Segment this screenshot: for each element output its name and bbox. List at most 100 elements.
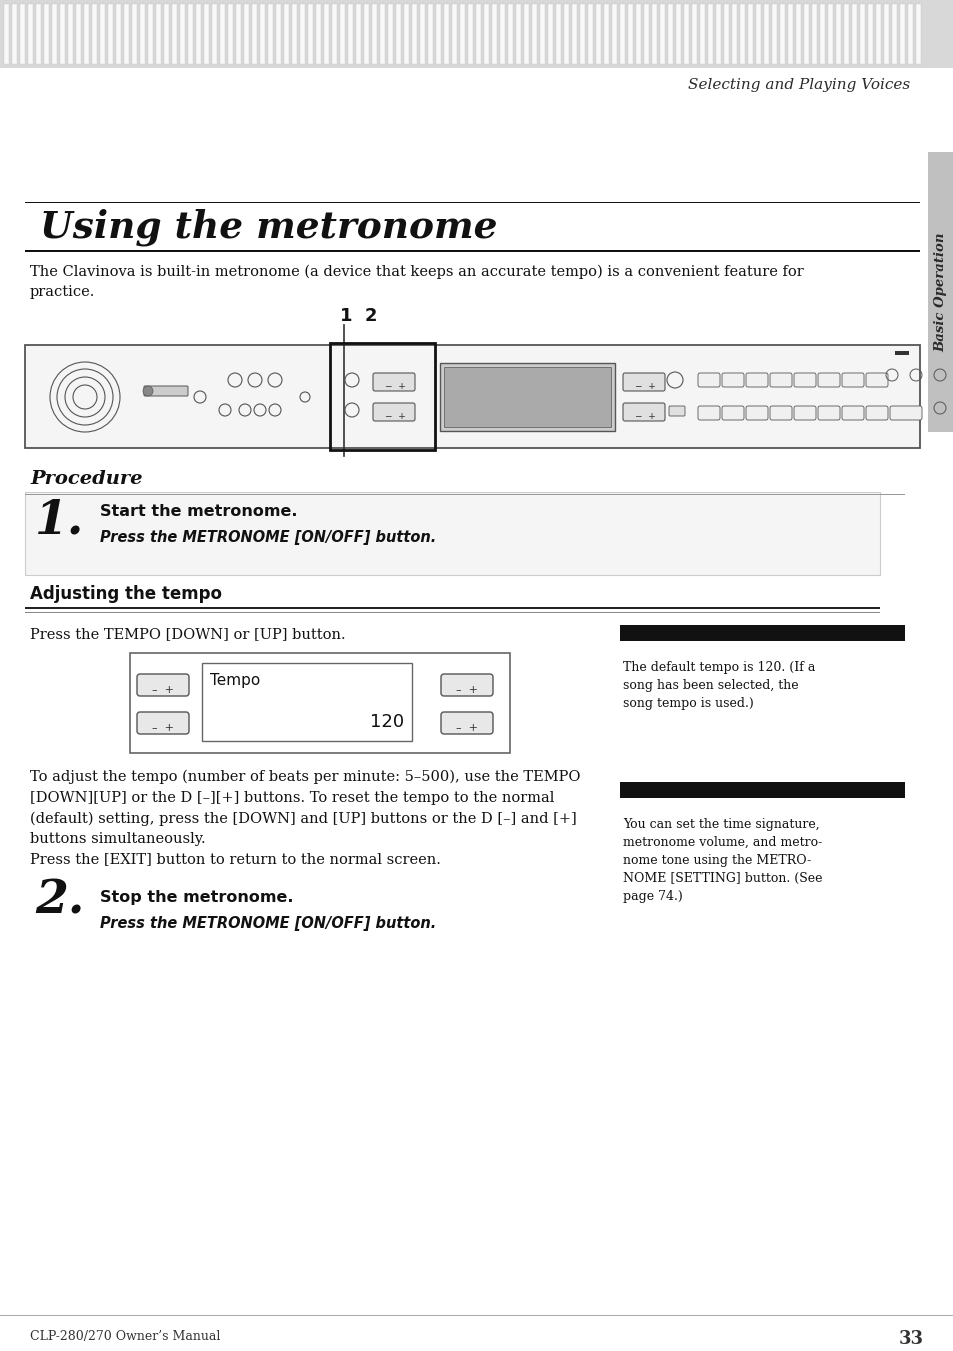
Bar [820, 4, 824, 63]
Text: Press the METRONOME [ON/OFF] button.: Press the METRONOME [ON/OFF] button. [100, 530, 436, 544]
Bar [707, 4, 712, 63]
Bar [894, 351, 908, 355]
Bar [36, 4, 41, 63]
Bar [787, 4, 792, 63]
Text: Press the METRONOME [ON/OFF] button.: Press the METRONOME [ON/OFF] button. [100, 916, 436, 931]
Bar [899, 4, 904, 63]
FancyBboxPatch shape [745, 407, 767, 420]
FancyBboxPatch shape [769, 373, 791, 386]
FancyBboxPatch shape [144, 386, 188, 396]
Bar [268, 4, 273, 63]
FancyBboxPatch shape [745, 373, 767, 386]
FancyBboxPatch shape [841, 373, 863, 386]
Bar [755, 4, 760, 63]
Bar [443, 367, 610, 427]
Text: –  +: – + [152, 723, 173, 734]
Bar [700, 4, 704, 63]
FancyBboxPatch shape [698, 407, 720, 420]
Bar [452, 4, 456, 63]
Bar [195, 4, 201, 63]
Bar [907, 4, 912, 63]
Text: Selecting and Playing Voices: Selecting and Playing Voices [687, 78, 909, 92]
FancyBboxPatch shape [440, 674, 493, 696]
Bar [0, 0, 953, 68]
Bar [25, 250, 919, 253]
FancyBboxPatch shape [817, 407, 840, 420]
Bar [795, 4, 801, 63]
Bar [20, 4, 25, 63]
Bar [436, 4, 440, 63]
Bar [563, 4, 568, 63]
Text: Using the metronome: Using the metronome [40, 209, 497, 246]
Bar [220, 4, 225, 63]
FancyBboxPatch shape [793, 407, 815, 420]
Bar [572, 4, 577, 63]
Bar [299, 4, 305, 63]
Text: –  +: – + [456, 685, 477, 694]
FancyBboxPatch shape [622, 403, 664, 422]
Bar [4, 4, 9, 63]
Text: Procedure: Procedure [30, 470, 142, 488]
Bar [130, 653, 510, 753]
Bar [364, 4, 369, 63]
Text: The Clavinova is built-in metronome (a device that keeps an accurate tempo) is a: The Clavinova is built-in metronome (a d… [30, 265, 803, 300]
Bar [108, 4, 112, 63]
FancyBboxPatch shape [817, 373, 840, 386]
FancyBboxPatch shape [668, 407, 684, 416]
Bar [140, 4, 145, 63]
Bar [76, 4, 81, 63]
FancyBboxPatch shape [721, 373, 743, 386]
Bar [691, 4, 697, 63]
Bar [315, 4, 320, 63]
Bar [587, 4, 593, 63]
Bar [507, 4, 513, 63]
FancyBboxPatch shape [769, 407, 791, 420]
Bar [596, 4, 600, 63]
Bar [532, 4, 537, 63]
Bar [891, 4, 896, 63]
FancyBboxPatch shape [865, 373, 887, 386]
Bar [412, 4, 416, 63]
Bar [459, 4, 464, 63]
Bar [68, 4, 73, 63]
Bar [330, 343, 435, 450]
Bar [25, 492, 879, 576]
Bar [188, 4, 193, 63]
Bar [603, 4, 608, 63]
Bar [468, 4, 473, 63]
Bar [379, 4, 385, 63]
Bar [651, 4, 657, 63]
FancyBboxPatch shape [698, 373, 720, 386]
Bar [260, 4, 265, 63]
Bar [771, 4, 776, 63]
Text: Basic Operation: Basic Operation [934, 232, 946, 351]
Text: 2.: 2. [35, 878, 84, 924]
Bar [244, 4, 249, 63]
Bar [851, 4, 856, 63]
Text: 1  2: 1 2 [339, 307, 377, 326]
Bar [763, 4, 768, 63]
Bar [124, 4, 129, 63]
Bar [28, 4, 33, 63]
Bar [355, 4, 360, 63]
Bar [428, 4, 433, 63]
Text: Stop the metronome.: Stop the metronome. [100, 890, 294, 905]
FancyBboxPatch shape [793, 373, 815, 386]
Text: −  +: − + [385, 382, 405, 390]
Bar [619, 4, 624, 63]
Bar [443, 4, 449, 63]
Bar [284, 4, 289, 63]
Bar [915, 4, 920, 63]
Text: CLP-280/270 Owner’s Manual: CLP-280/270 Owner’s Manual [30, 1329, 220, 1343]
Bar [202, 663, 412, 740]
FancyBboxPatch shape [622, 373, 664, 390]
Bar [636, 4, 640, 63]
Text: −  +: − + [635, 412, 655, 422]
Bar [324, 4, 329, 63]
Bar [292, 4, 296, 63]
Text: 1.: 1. [35, 497, 84, 543]
Bar [252, 4, 256, 63]
Bar [116, 4, 121, 63]
Bar [716, 4, 720, 63]
Bar [875, 4, 880, 63]
